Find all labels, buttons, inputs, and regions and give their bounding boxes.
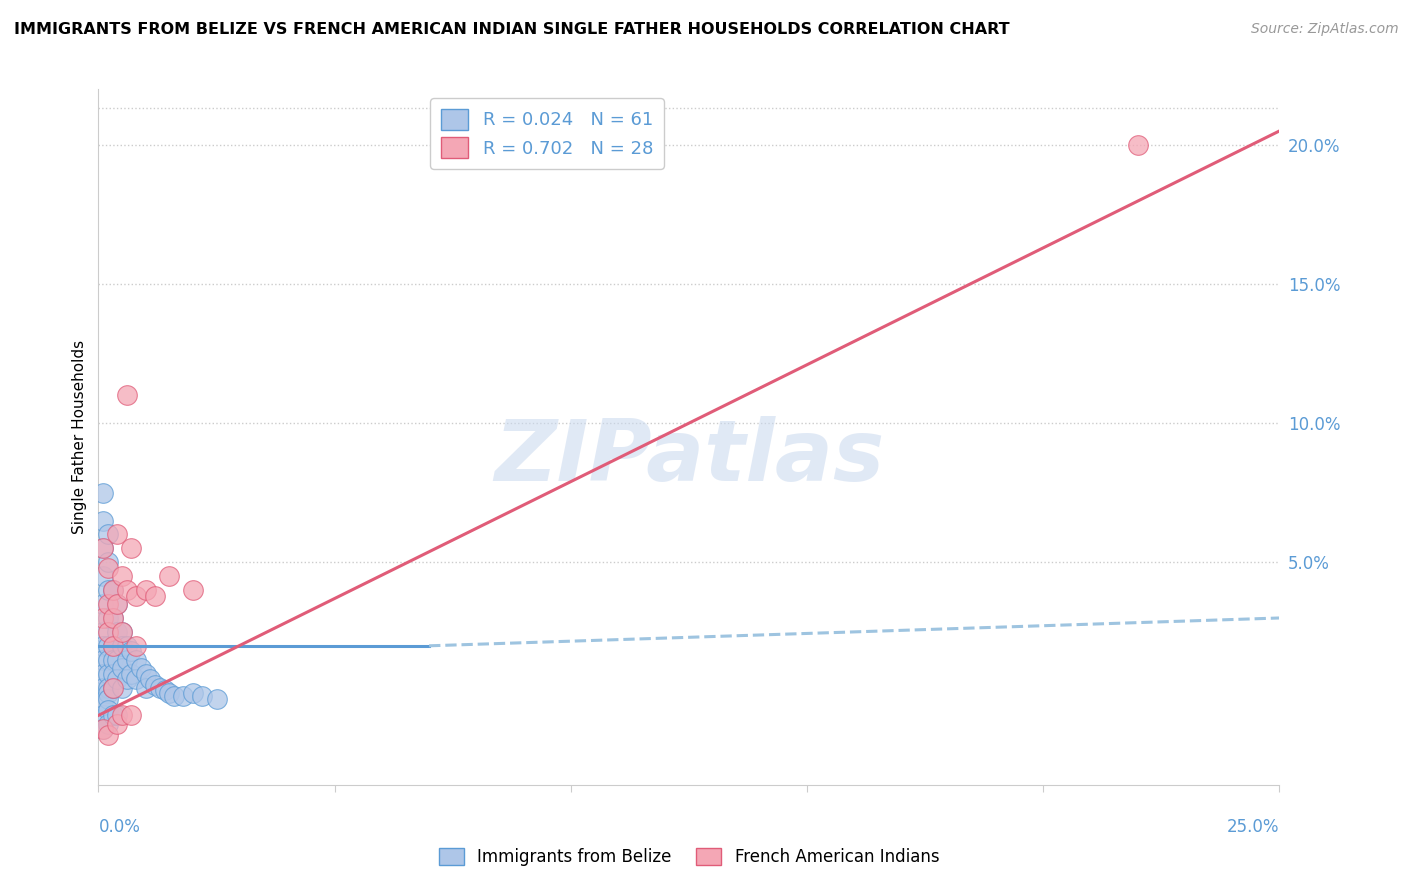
Point <box>125 653 148 667</box>
Point <box>91 666 114 681</box>
Point <box>101 583 124 598</box>
Point <box>91 514 114 528</box>
Point <box>121 708 143 723</box>
Point <box>91 653 114 667</box>
Point <box>97 666 120 681</box>
Y-axis label: Single Father Households: Single Father Households <box>72 340 87 534</box>
Point <box>91 597 114 611</box>
Point <box>115 388 138 402</box>
Point <box>97 681 120 695</box>
Point <box>101 583 124 598</box>
Point <box>91 624 114 639</box>
Point <box>121 541 143 556</box>
Point <box>91 611 114 625</box>
Point <box>111 624 134 639</box>
Point <box>205 691 228 706</box>
Point <box>105 597 128 611</box>
Point <box>97 597 120 611</box>
Point <box>135 666 157 681</box>
Point <box>105 624 128 639</box>
Point <box>97 686 120 700</box>
Point <box>91 694 114 708</box>
Point <box>91 541 114 556</box>
Point <box>115 653 138 667</box>
Point <box>1126 137 1149 152</box>
Point <box>139 672 162 686</box>
Point <box>105 672 128 686</box>
Point <box>115 583 138 598</box>
Point <box>143 678 166 692</box>
Legend: Immigrants from Belize, French American Indians: Immigrants from Belize, French American … <box>430 840 948 875</box>
Point <box>105 708 128 723</box>
Point <box>91 723 114 737</box>
Point <box>91 723 114 737</box>
Point <box>91 485 114 500</box>
Point <box>121 666 143 681</box>
Point <box>191 689 214 703</box>
Point <box>149 681 172 695</box>
Point <box>91 569 114 583</box>
Point <box>101 611 124 625</box>
Point <box>105 653 128 667</box>
Text: 25.0%: 25.0% <box>1227 818 1279 837</box>
Point <box>97 639 120 653</box>
Point <box>111 681 134 695</box>
Point <box>153 683 176 698</box>
Point <box>129 661 152 675</box>
Point <box>111 624 134 639</box>
Point <box>121 644 143 658</box>
Point <box>115 672 138 686</box>
Point <box>101 681 124 695</box>
Point <box>101 708 124 723</box>
Point <box>181 583 204 598</box>
Point <box>97 583 120 598</box>
Point <box>111 661 134 675</box>
Point <box>105 527 128 541</box>
Point <box>97 561 120 575</box>
Point <box>91 541 114 556</box>
Text: ZIPatlas: ZIPatlas <box>494 417 884 500</box>
Point <box>135 583 157 598</box>
Point <box>115 639 138 653</box>
Point <box>135 681 157 695</box>
Point <box>101 681 124 695</box>
Point <box>111 708 134 723</box>
Point <box>105 716 128 731</box>
Point <box>172 689 194 703</box>
Point <box>101 639 124 653</box>
Point <box>125 639 148 653</box>
Point <box>97 691 120 706</box>
Point <box>157 686 180 700</box>
Point <box>111 569 134 583</box>
Point <box>97 716 120 731</box>
Point <box>97 527 120 541</box>
Point <box>97 703 120 717</box>
Point <box>101 639 124 653</box>
Point <box>125 672 148 686</box>
Text: IMMIGRANTS FROM BELIZE VS FRENCH AMERICAN INDIAN SINGLE FATHER HOUSEHOLDS CORREL: IMMIGRANTS FROM BELIZE VS FRENCH AMERICA… <box>14 22 1010 37</box>
Point <box>97 555 120 569</box>
Text: Source: ZipAtlas.com: Source: ZipAtlas.com <box>1251 22 1399 37</box>
Point <box>157 569 180 583</box>
Point <box>91 708 114 723</box>
Point <box>91 639 114 653</box>
Point <box>105 597 128 611</box>
Point <box>97 624 120 639</box>
Point <box>143 589 166 603</box>
Point <box>97 728 120 742</box>
Point <box>111 639 134 653</box>
Point <box>181 686 204 700</box>
Point <box>101 666 124 681</box>
Point <box>163 689 186 703</box>
Point <box>125 589 148 603</box>
Text: 0.0%: 0.0% <box>98 818 141 837</box>
Legend: R = 0.024   N = 61, R = 0.702   N = 28: R = 0.024 N = 61, R = 0.702 N = 28 <box>430 98 664 169</box>
Point <box>101 653 124 667</box>
Point <box>91 681 114 695</box>
Point <box>97 653 120 667</box>
Point <box>101 611 124 625</box>
Point <box>97 611 120 625</box>
